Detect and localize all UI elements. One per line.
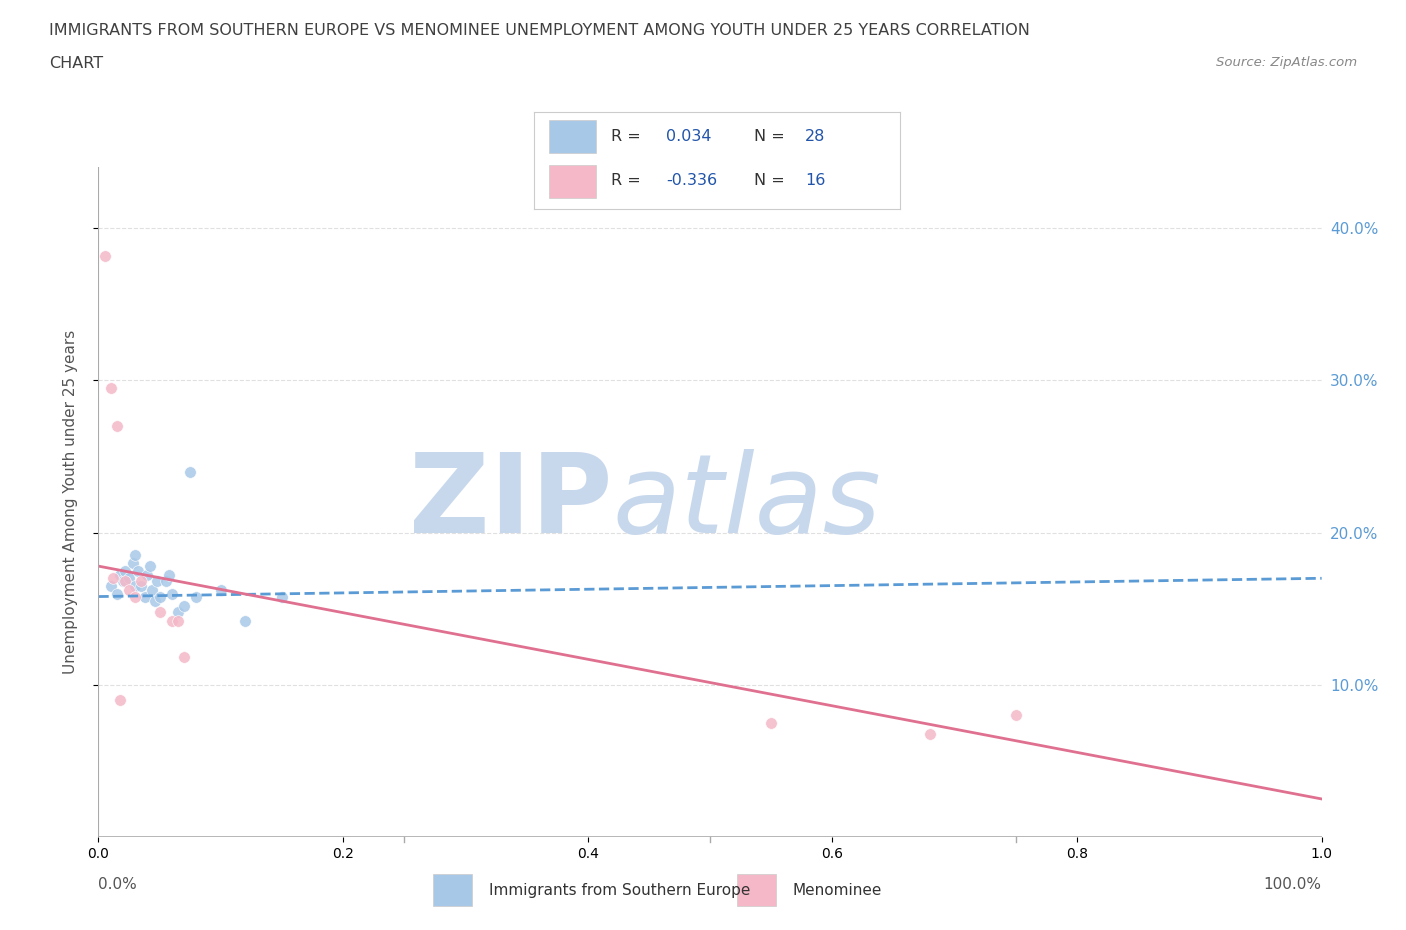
Point [124,589,146,604]
Text: -0.336: -0.336 [666,173,717,188]
Point [134,589,156,604]
Point [146,574,169,589]
Point [101,571,124,586]
Point [920,726,942,741]
Point [136,568,159,583]
Point [118,571,141,586]
Text: N =: N = [754,173,790,188]
Text: ZIP: ZIP [409,448,612,556]
Point [121,555,143,570]
Point [110,693,132,708]
Point [105,586,128,601]
Point [124,548,146,563]
Y-axis label: Unemployment Among Youth under 25 years: Unemployment Among Youth under 25 years [63,330,77,674]
Text: 0.034: 0.034 [666,129,711,144]
Point [173,598,195,613]
Point [114,564,136,578]
Point [100,380,122,395]
Point [160,614,183,629]
Point [173,650,195,665]
Point [179,464,201,479]
Text: 100.0%: 100.0% [1264,877,1322,892]
Point [155,574,177,589]
Point [93,248,115,263]
Point [124,578,146,593]
Point [209,583,232,598]
Text: 28: 28 [804,129,825,144]
Point [149,604,172,619]
Point [143,593,166,608]
Point [1004,708,1026,723]
Text: 16: 16 [804,173,825,188]
Point [149,589,172,604]
Point [167,604,190,619]
Point [114,574,136,589]
Text: Immigrants from Southern Europe: Immigrants from Southern Europe [489,883,751,897]
Point [186,589,208,604]
Text: R =: R = [612,129,645,144]
Point [157,568,180,583]
Text: N =: N = [754,129,790,144]
FancyBboxPatch shape [548,120,596,153]
FancyBboxPatch shape [737,874,776,906]
Text: CHART: CHART [49,56,103,71]
Point [160,586,183,601]
Point [129,578,152,593]
Text: IMMIGRANTS FROM SOUTHERN EUROPE VS MENOMINEE UNEMPLOYMENT AMONG YOUTH UNDER 25 Y: IMMIGRANTS FROM SOUTHERN EUROPE VS MENOM… [49,23,1031,38]
FancyBboxPatch shape [548,166,596,197]
Text: 0.0%: 0.0% [98,877,138,892]
Point [233,614,256,629]
Point [118,583,141,598]
Text: Source: ZipAtlas.com: Source: ZipAtlas.com [1216,56,1357,69]
Point [111,574,134,589]
Point [141,583,163,598]
Text: R =: R = [612,173,645,188]
Point [127,564,149,578]
Point [129,574,152,589]
Point [139,559,162,574]
Text: Menominee: Menominee [793,883,883,897]
Point [761,715,783,730]
FancyBboxPatch shape [433,874,472,906]
Point [110,568,132,583]
Point [105,418,128,433]
Point [167,614,190,629]
Point [100,578,122,593]
Text: atlas: atlas [612,448,880,556]
Point [270,589,294,604]
